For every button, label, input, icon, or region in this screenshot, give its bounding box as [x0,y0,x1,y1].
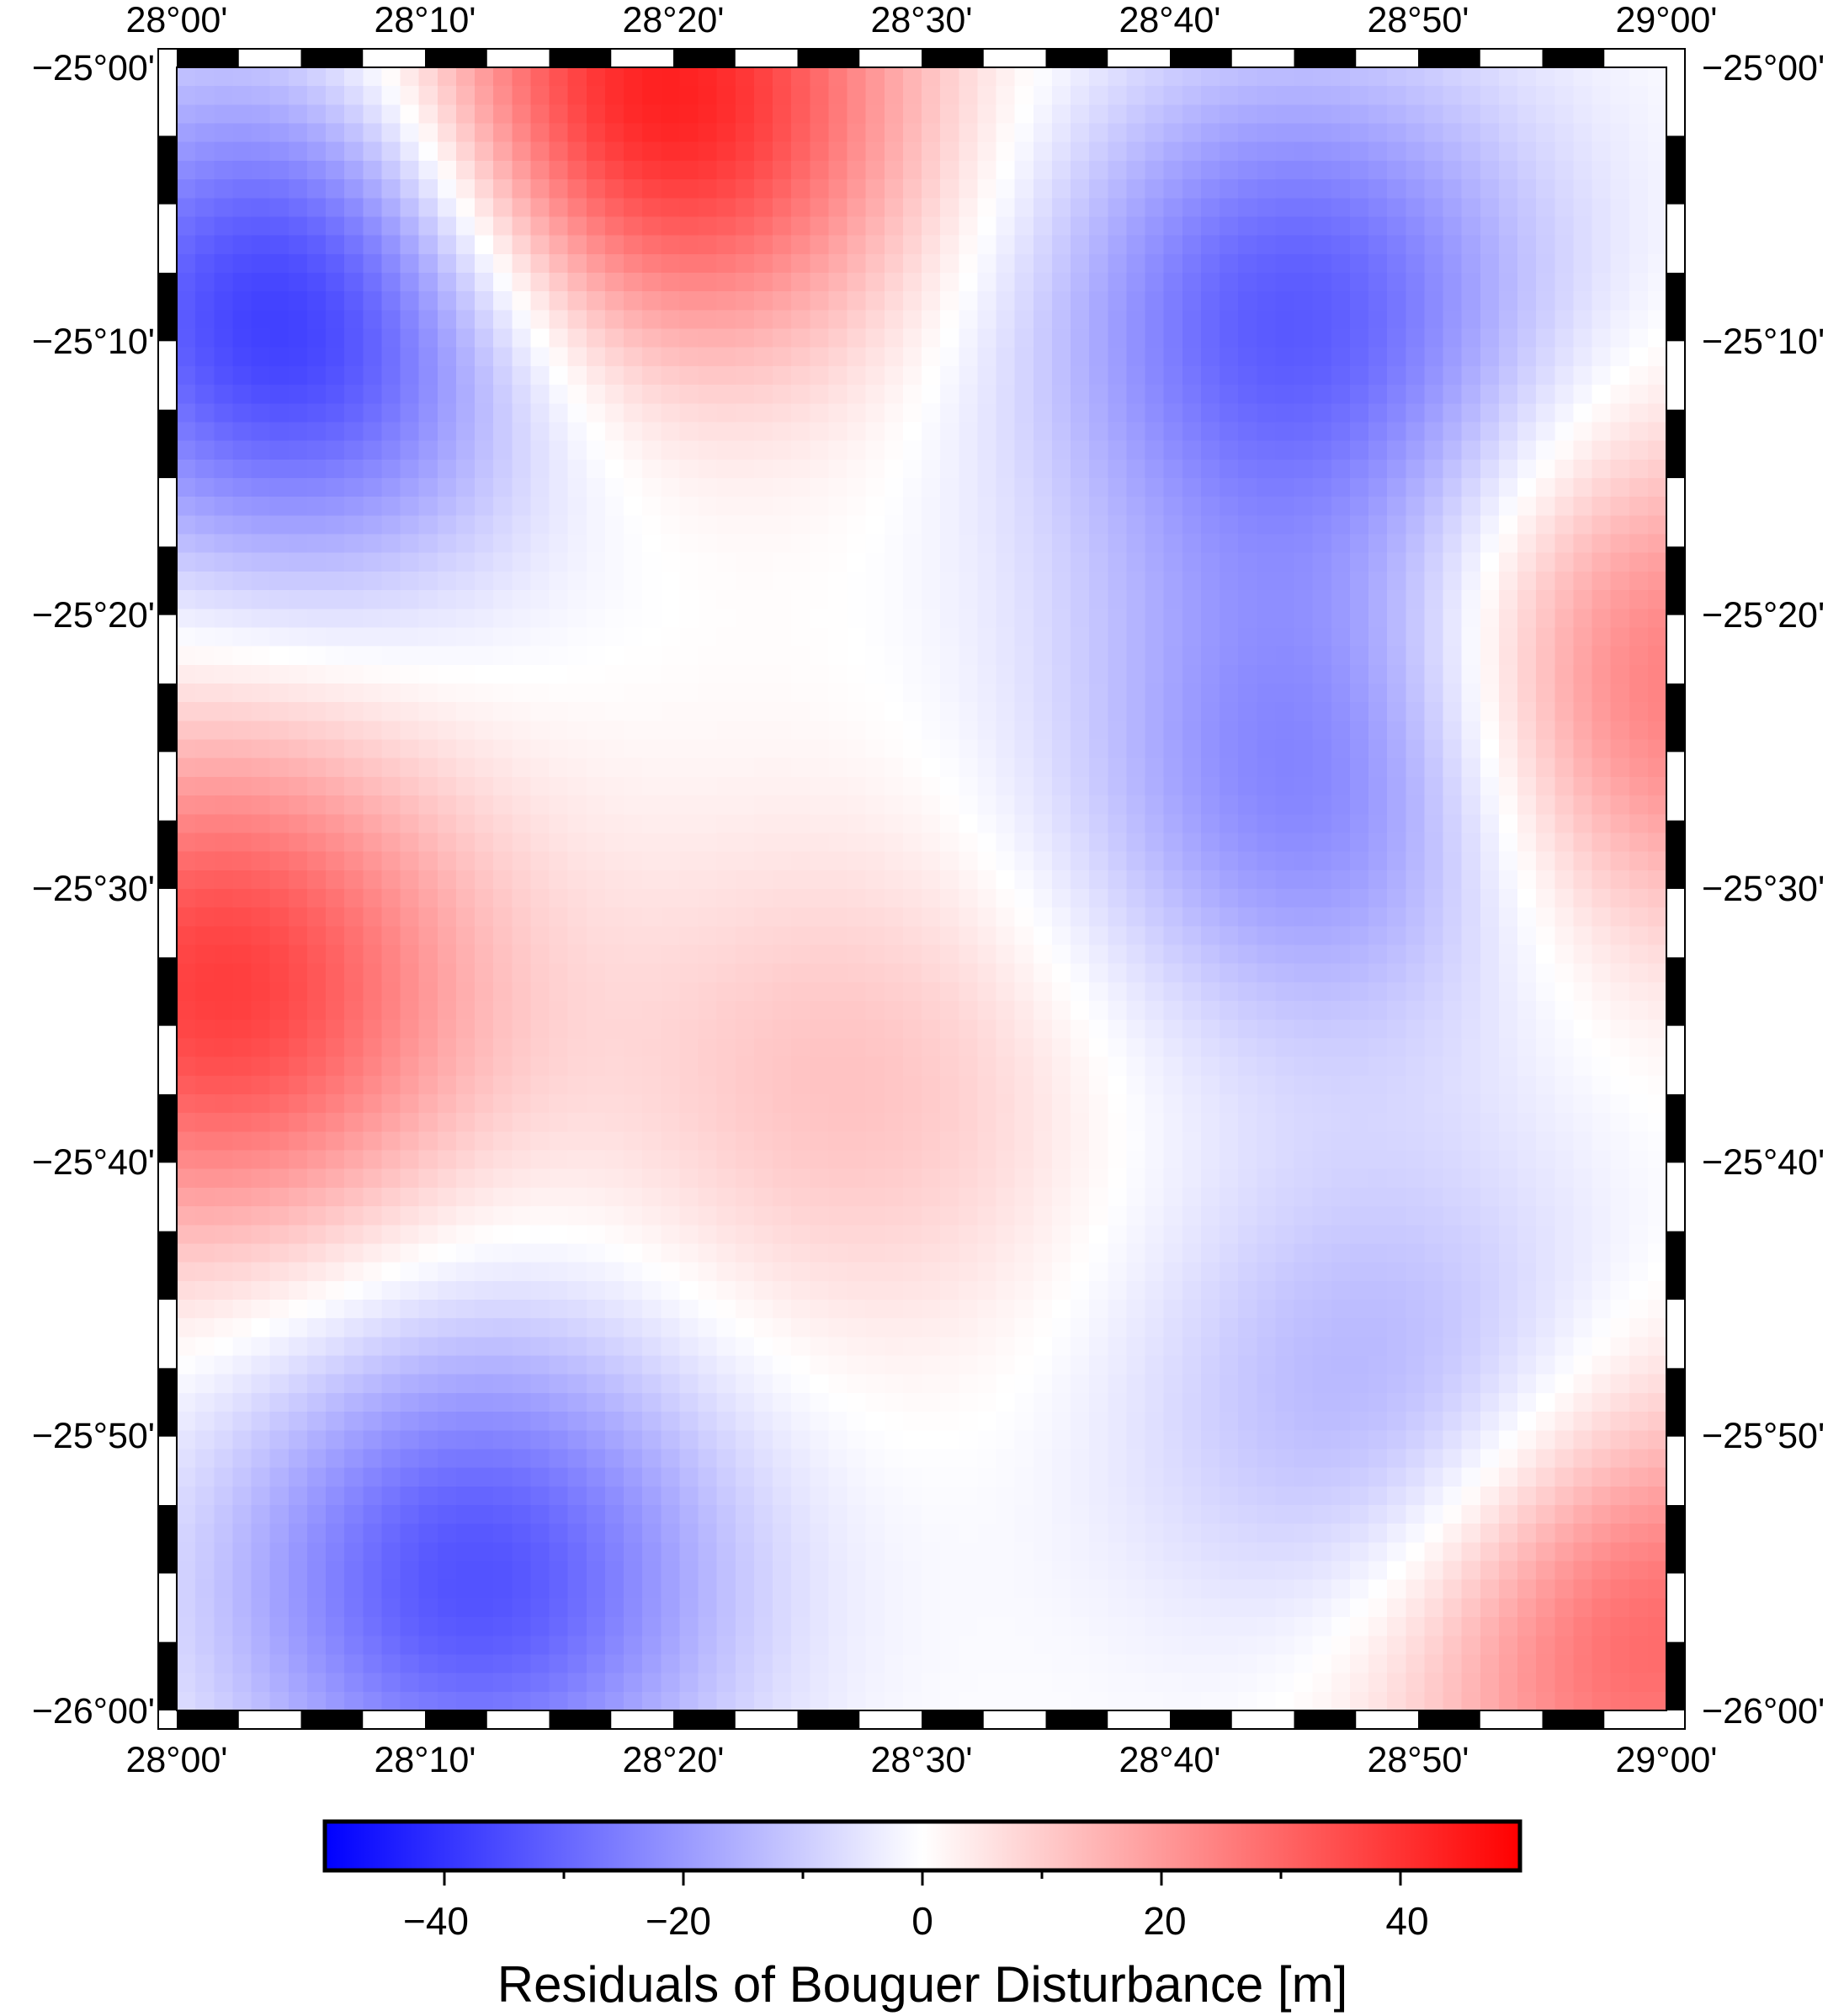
colorbar: −40 −20 0 20 40 Residuals of Bouguer Dis… [322,1819,1522,2013]
frame-segment-right [1666,136,1685,205]
colorbar-title: Residuals of Bouguer Disturbance [m] [497,1956,1348,2013]
colorbar-ticks [443,1870,1402,1886]
frame-segment-right [1666,1231,1685,1300]
lat-label-right: −25°40' [1702,1142,1825,1183]
frame-segment-left [158,409,177,478]
lon-label-top: 28°40' [1119,0,1220,40]
lat-label-left: −25°30' [32,869,155,909]
frame-segment-bottom [1045,1710,1108,1729]
frame-segment-top [797,49,860,67]
frame-segment-right [1666,684,1685,753]
lon-label-bottom: 28°30' [870,1740,972,1780]
lon-label-bottom: 28°50' [1367,1740,1469,1780]
frame-segment-top [922,49,984,67]
frame-segment-right [1666,409,1685,478]
frame-segment-left [158,1505,177,1574]
colorbar-tick-label: −40 [403,1899,469,1943]
lon-label-bottom: 28°10' [374,1740,476,1780]
frame-segment-bottom [1294,1710,1357,1729]
frame-segment-top [1170,49,1232,67]
lon-label-bottom: 28°00' [125,1740,227,1780]
left-latitude-labels: −25°00' −25°10' −25°20' −25°30' −25°40' … [32,48,155,1731]
lon-label-top: 28°20' [622,0,724,40]
residual-grid [177,67,1666,1710]
frame-corner [1666,49,1685,67]
frame-segment-left [158,136,177,205]
frame-segment-top [673,49,736,67]
frame-segment-left [158,820,177,889]
frame-segment-bottom [1418,1710,1480,1729]
lat-label-left: −25°40' [32,1142,155,1183]
frame-segment-left [158,1231,177,1300]
frame-segment-top [300,49,364,67]
lon-label-top: 28°00' [125,0,227,40]
frame-segment-top [1542,49,1605,67]
lat-label-left: −26°00' [32,1691,155,1731]
colorbar-gradient [322,1819,1522,1873]
frame-segment-bottom [300,1710,364,1729]
lat-label-right: −25°20' [1702,595,1825,636]
colorbar-tick-label: 40 [1385,1899,1428,1943]
frame-segment-bottom [673,1710,736,1729]
frame-corner [158,1710,177,1729]
frame-segment-bottom [177,1710,239,1729]
frame-segment-right [1666,1368,1685,1437]
frame-segment-left [158,273,177,342]
frame-segment-bottom [549,1710,612,1729]
lon-label-bottom: 29°00' [1615,1740,1717,1780]
top-longitude-labels: 28°00' 28°10' 28°20' 28°30' 28°40' 28°50… [125,0,1717,40]
frame-segment-bottom [1542,1710,1605,1729]
frame-segment-top [1045,49,1108,67]
frame-segment-left [158,957,177,1026]
colorbar-tick-label: 20 [1143,1899,1186,1943]
frame-segment-left [158,1368,177,1437]
lat-label-right: −25°00' [1702,48,1825,88]
lon-label-top: 29°00' [1615,0,1717,40]
frame-segment-left [158,684,177,753]
frame-segment-right [1666,820,1685,889]
frame-segment-bottom [425,1710,487,1729]
frame-segment-top [1418,49,1480,67]
residual-grid-image [177,67,1666,1710]
lat-label-left: −25°20' [32,595,155,636]
frame-corner [158,49,177,67]
frame-segment-top [425,49,487,67]
lat-label-right: −26°00' [1702,1691,1825,1731]
lon-label-bottom: 28°40' [1119,1740,1220,1780]
frame-segment-top [1294,49,1357,67]
frame-segment-left [158,546,177,615]
frame-segment-right [1666,1641,1685,1710]
lat-label-right: −25°10' [1702,322,1825,362]
frame-segment-top [177,49,239,67]
lat-label-left: −25°10' [32,322,155,362]
colorbar-tick-label: −20 [646,1899,711,1943]
lon-label-top: 28°10' [374,0,476,40]
frame-segment-right [1666,273,1685,342]
frame-outer-border [157,48,1686,1730]
frame-segment-left [158,1641,177,1710]
frame-segment-right [1666,957,1685,1026]
frame-segment-right [1666,1505,1685,1574]
frame-segment-bottom [922,1710,984,1729]
frame-segment-left [158,1094,177,1163]
right-latitude-labels: −25°00' −25°10' −25°20' −25°30' −25°40' … [1702,48,1825,1731]
frame-segment-bottom [1170,1710,1232,1729]
map-frame [157,48,1686,1730]
lon-label-bottom: 28°20' [622,1740,724,1780]
frame-segment-right [1666,1094,1685,1163]
frame-inner-border [176,66,1667,1711]
lon-label-top: 28°30' [870,0,972,40]
bottom-longitude-labels: 28°00' 28°10' 28°20' 28°30' 28°40' 28°50… [125,1740,1717,1780]
frame-segment-top [549,49,612,67]
lon-label-top: 28°50' [1367,0,1469,40]
lat-label-right: −25°30' [1702,869,1825,909]
frame-segment-bottom [797,1710,860,1729]
lat-label-left: −25°50' [32,1416,155,1456]
lat-label-right: −25°50' [1702,1416,1825,1456]
colorbar-tick-label: 0 [911,1899,933,1943]
frame-corner [1666,1710,1685,1729]
frame-segment-right [1666,546,1685,615]
lat-label-left: −25°00' [32,48,155,88]
